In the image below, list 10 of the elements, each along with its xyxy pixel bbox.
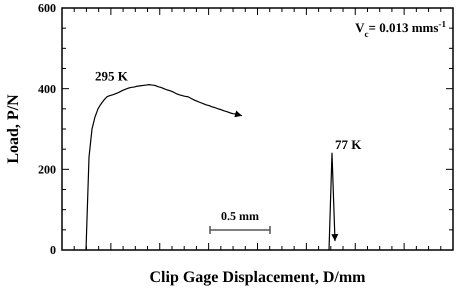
y-tick-label: 200 <box>38 162 56 177</box>
y-tick-label: 0 <box>50 243 56 258</box>
y-axis-title: Load, P/N <box>5 94 22 164</box>
x-axis-title: Clip Gage Displacement, D/mm <box>150 269 366 286</box>
series-label: 77 K <box>335 137 362 152</box>
y-tick-label: 600 <box>38 1 56 16</box>
y-tick-label: 400 <box>38 82 56 96</box>
annotation: 0.5 mm <box>221 209 259 223</box>
text: V$_{c}$= 0.013 mms$^{-1}$ <box>355 19 446 39</box>
series-label: 295 K <box>95 68 129 84</box>
